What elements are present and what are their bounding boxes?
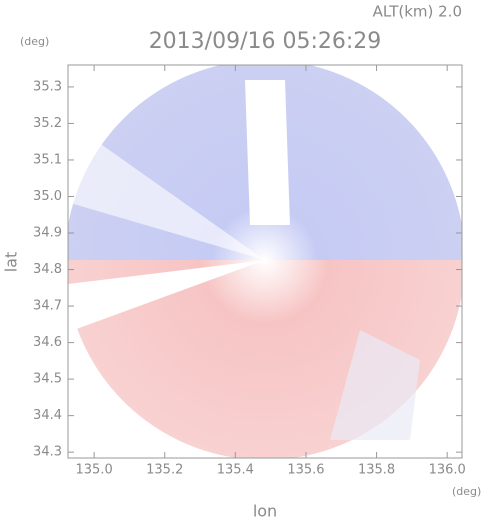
y-tick-label: 34.6 [33,335,62,350]
y-tick-label: 35.3 [33,79,62,94]
y-tick-label: 35.0 [33,189,62,204]
x-tick-label: 135.6 [287,463,324,478]
y-tick-label: 34.9 [33,226,62,241]
y-tick-label: 34.4 [33,408,62,423]
x-tick-label: 135.0 [76,463,113,478]
y-tick-label: 34.8 [33,262,62,277]
x-tick-label: 136.0 [429,463,466,478]
y-unit: (deg) [20,35,49,48]
y-tick-label: 34.3 [33,445,62,460]
x-tick-label: 135.2 [146,463,183,478]
x-unit: (deg) [452,485,481,498]
x-tick-label: 135.8 [358,463,395,478]
x-axis-label: lon [253,502,277,521]
y-tick-label: 35.2 [33,116,62,131]
y-axis-label: lat [2,252,21,273]
y-tick-label: 35.1 [33,152,62,167]
annotation: ALT(km) 2.0 [373,3,462,21]
chart-title: 2013/09/16 05:26:29 [149,29,382,54]
x-tick-label: 135.4 [217,463,254,478]
y-tick-label: 34.5 [33,372,62,387]
radar-image [68,65,462,458]
y-tick-label: 34.7 [33,299,62,314]
plot-frame [67,64,463,459]
